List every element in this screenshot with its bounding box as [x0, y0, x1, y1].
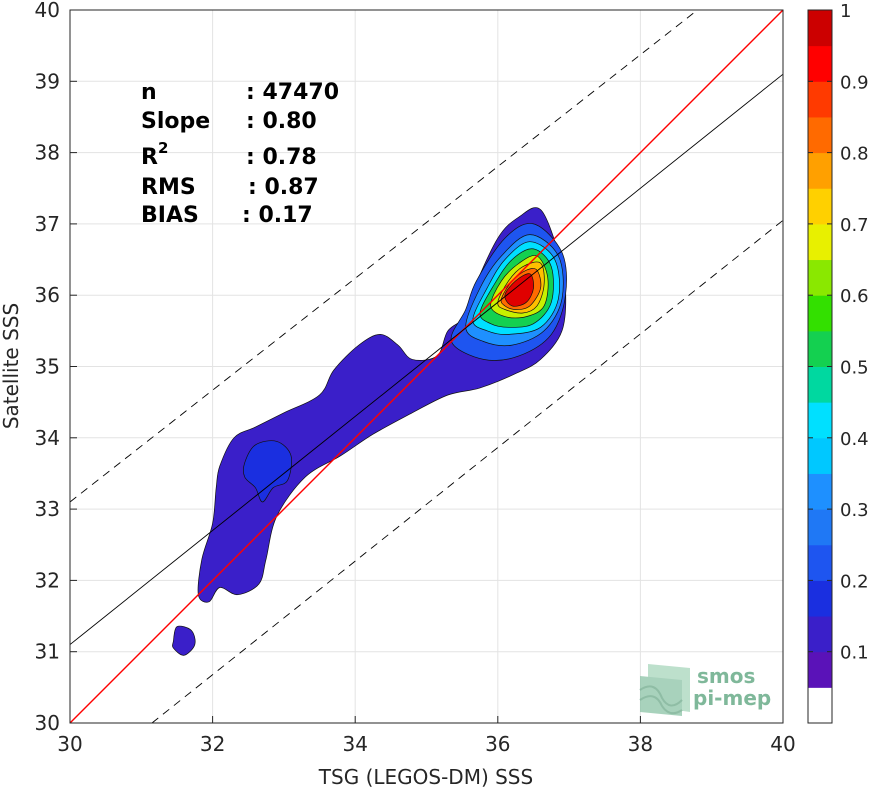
- colorbar-tick-label: 0.5: [840, 358, 869, 379]
- x-axis-label: TSG (LEGOS-DM) SSS: [318, 765, 533, 789]
- colorbar-tick-label: 1: [840, 1, 851, 22]
- y-tick-label: 32: [35, 568, 60, 592]
- x-ticks: 30 32 34 36 38 40: [57, 716, 796, 756]
- y-axis-label: Satellite SSS: [0, 303, 23, 429]
- x-tick-label: 32: [200, 732, 225, 756]
- stat-value: : 47470: [246, 80, 339, 105]
- stat-value: : 0.80: [246, 109, 317, 134]
- colorbar-band: [808, 152, 832, 189]
- colorbar-band: [808, 509, 832, 546]
- colorbar-band: [808, 544, 832, 581]
- x-tick-label: 34: [342, 732, 367, 756]
- colorbar-band: [808, 81, 832, 118]
- colorbar-band: [808, 45, 832, 82]
- reference-lines: [69, 9, 784, 724]
- colorbar-tick-label: 0.1: [840, 643, 869, 664]
- stat-label: RMS: [141, 175, 196, 200]
- y-tick-label: 40: [35, 0, 60, 22]
- y-tick-label: 37: [35, 212, 60, 236]
- colorbar-band: [808, 188, 832, 225]
- colorbar-band: [808, 402, 832, 439]
- colorbar-tick-label: 0.9: [840, 72, 869, 93]
- stat-superscript: 2: [158, 139, 168, 157]
- colorbar-band: [808, 223, 832, 261]
- x-tick-label: 36: [485, 732, 510, 756]
- identity-line: [69, 9, 784, 724]
- stat-label: Slope: [141, 109, 210, 134]
- colorbar-band: [808, 687, 832, 724]
- x-tick-label: 38: [628, 732, 653, 756]
- upper-bound-line: [69, 9, 698, 503]
- colorbar-tick-label: 0.8: [840, 144, 869, 165]
- colorbar-band: [808, 366, 832, 403]
- density-contour-0-9: [504, 273, 534, 307]
- logo-text-smos: smos: [697, 664, 755, 688]
- logo: smos pi-mep: [639, 664, 771, 716]
- x-tick-label: 30: [57, 732, 82, 756]
- colorbar-band: [808, 295, 832, 332]
- colorbar-tick-label: 0.3: [840, 500, 869, 521]
- colorbar-band: [808, 616, 832, 653]
- stat-value: : 0.78: [246, 145, 317, 170]
- y-tick-label: 30: [35, 711, 60, 735]
- y-tick-label: 34: [35, 426, 60, 450]
- colorbar-band: [808, 330, 832, 367]
- colorbar-band: [808, 259, 832, 296]
- colorbar-tick-label: 0.6: [840, 286, 869, 307]
- colorbar-band: [808, 437, 832, 474]
- colorbar-tick-label: 0.4: [840, 429, 869, 450]
- plot-area: 30 32 34 36 38 40 30 31 32 33 34 35 36 37 38 39 40: [35, 0, 796, 756]
- y-ticks: 30 31 32 33 34 35 36 37 38 39 40: [35, 0, 77, 735]
- colorbar-band: [808, 651, 832, 688]
- y-tick-label: 36: [35, 283, 60, 307]
- y-tick-label: 31: [35, 640, 60, 664]
- y-tick-label: 35: [35, 355, 60, 379]
- stat-label: n: [141, 80, 157, 105]
- stat-label: BIAS: [141, 203, 199, 228]
- regression-line: [69, 73, 784, 645]
- x-tick-label: 40: [770, 732, 795, 756]
- y-tick-label: 38: [35, 141, 60, 165]
- lower-bound-line: [151, 219, 784, 724]
- colorbar-band: [808, 473, 832, 510]
- colorbar: 0.1 0.2 0.3 0.4 0.5 0.6 0.7 0.8 0.9 1: [807, 1, 869, 724]
- colorbar-band: [808, 580, 832, 617]
- colorbar-band: [808, 10, 832, 47]
- logo-text-pimep: pi-mep: [693, 686, 771, 710]
- colorbar-ticks: 0.1 0.2 0.3 0.4 0.5 0.6 0.7 0.8 0.9 1: [808, 1, 869, 664]
- stat-value: : 0.17: [242, 203, 313, 228]
- colorbar-bands: [808, 10, 832, 724]
- colorbar-band: [808, 116, 832, 154]
- density-contour-0-1: [172, 625, 196, 656]
- stat-value: : 0.87: [248, 175, 319, 200]
- density-contour-0-15: [243, 440, 292, 503]
- colorbar-tick-label: 0.2: [840, 571, 869, 592]
- y-tick-label: 33: [35, 497, 60, 521]
- y-tick-label: 39: [35, 69, 60, 93]
- colorbar-tick-label: 0.7: [840, 215, 869, 236]
- logo-mark-icon: [639, 664, 690, 716]
